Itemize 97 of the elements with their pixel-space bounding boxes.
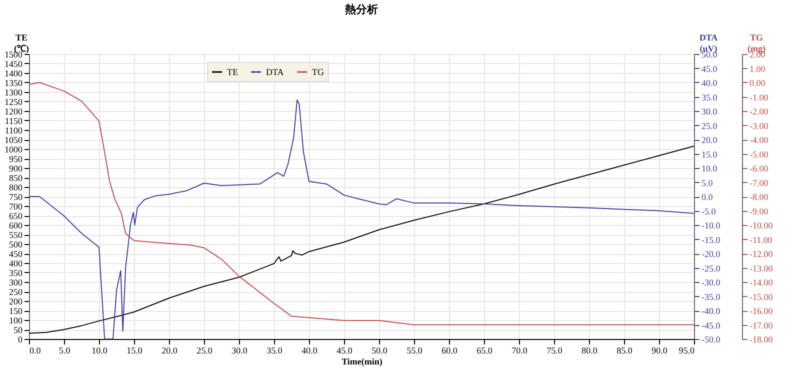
- y3-tick-label: -10.00: [750, 220, 774, 230]
- y2-tick-label: 35.0: [702, 92, 718, 102]
- y3-tick-label: -6.00: [750, 164, 769, 174]
- y-tick-label: 100: [9, 316, 23, 326]
- y2-tick-label: 30.0: [702, 106, 718, 116]
- y3-tick-label: -18.00: [750, 334, 774, 344]
- y-tick-label: 1150: [4, 116, 23, 126]
- y2-tick-label: 10.0: [702, 164, 718, 174]
- y-tick-label: 500: [9, 240, 23, 250]
- y2-tick-label: 20.0: [702, 135, 718, 145]
- y-tick-label: 1350: [4, 78, 23, 88]
- x-tick-label: 90.0: [652, 346, 668, 356]
- y2-tick-label: -5.0: [702, 206, 716, 216]
- x-tick-label: 15.0: [126, 346, 143, 356]
- y-tick-label: 400: [9, 258, 23, 268]
- x-tick-label: 5.0: [58, 346, 71, 356]
- y3-tick-label: -16.00: [750, 306, 774, 316]
- y-tick-label: 1250: [4, 97, 23, 107]
- y2-tick-label: -50.0: [702, 334, 721, 344]
- x-tick-label: 40.0: [302, 346, 318, 356]
- y2-tick-label: 5.0: [702, 178, 714, 188]
- x-tick-label: 55.0: [406, 346, 423, 356]
- x-tick-label: 20.0: [162, 346, 178, 356]
- chart-title: 熱分析: [344, 3, 378, 16]
- x-tick-label: 85.0: [616, 346, 633, 356]
- y-tick-label: 450: [9, 249, 23, 259]
- y3-tick-label: -14.00: [750, 278, 774, 288]
- y3-tick-label: -15.00: [750, 292, 774, 302]
- y2-tick-label: 15.0: [702, 149, 718, 160]
- y3-tick-label: -11.00: [750, 234, 773, 245]
- y-tick-label: 350: [9, 268, 23, 278]
- y2-tick-label: 25.0: [702, 120, 718, 131]
- y2-tick-label: 45.0: [702, 64, 718, 74]
- y-tick-label: 650: [9, 211, 23, 221]
- y3-tick-label: -3.00: [750, 120, 769, 131]
- y3-tick-label: -12.00: [750, 249, 774, 259]
- y2-tick-label: -10.0: [702, 220, 721, 230]
- y3-tick-label: -13.00: [750, 263, 774, 274]
- y-tick-label: 1050: [4, 135, 23, 145]
- y-tick-label: 300: [9, 278, 23, 288]
- y2-tick-label: -25.0: [702, 263, 721, 274]
- y3-tick-label: -1.00: [750, 92, 769, 102]
- y3-tick-label: 1.00: [750, 64, 766, 74]
- y-tick-label: 1000: [4, 144, 23, 154]
- x-tick-label: 50.0: [372, 346, 388, 356]
- y2-tick-label: -35.0: [702, 292, 721, 302]
- y3-tick-label: -8.00: [750, 192, 769, 202]
- y3-tick-label: -5.00: [750, 149, 769, 160]
- y-tick-label: 550: [9, 230, 23, 240]
- y-tick-label: 600: [9, 220, 23, 230]
- y-tick-label: 750: [9, 192, 23, 202]
- x-tick-label: 35.0: [266, 346, 283, 356]
- y2-tick-label: -30.0: [702, 278, 721, 288]
- y2-tick-label: -45.0: [702, 320, 721, 330]
- y-tick-label: 900: [9, 164, 23, 174]
- x-tick-label: 60.0: [442, 346, 458, 356]
- y-tick-label: 850: [9, 173, 23, 183]
- y2-tick-label: 0.0: [702, 192, 714, 202]
- y-tick-label: 950: [9, 154, 23, 164]
- x-tick-label: 0.0: [30, 346, 42, 356]
- y-axis-title: TE (℃): [14, 32, 29, 54]
- y3-tick-label: 0.00: [750, 78, 766, 88]
- y-tick-label: 0: [18, 334, 23, 344]
- y3-tick-label: -9.00: [750, 206, 769, 216]
- x-tick-label: 70.0: [512, 346, 528, 356]
- y3-tick-label: -17.00: [750, 320, 774, 330]
- x-tick-label: 45.0: [336, 346, 353, 356]
- y-tick-label: 1400: [4, 68, 23, 78]
- x-tick-label: 80.0: [582, 346, 598, 356]
- y2-tick-label: -40.0: [702, 306, 721, 316]
- y-tick-label: 700: [9, 202, 23, 212]
- x-tick-label: 65.0: [476, 346, 493, 356]
- y-tick-label: 200: [9, 296, 23, 306]
- y-tick-label: 250: [9, 287, 23, 297]
- y3-tick-label: -4.00: [750, 135, 769, 145]
- legend-label: DTA: [266, 67, 284, 77]
- x-tick-label: 30.0: [232, 346, 248, 356]
- y-tick-label: 1300: [4, 88, 23, 98]
- y3-tick-label: -2.00: [750, 106, 769, 116]
- x-tick-label: 10.0: [92, 346, 108, 356]
- legend-label: TG: [312, 67, 324, 77]
- y-tick-label: 1200: [4, 106, 23, 116]
- y2-tick-label: 40.0: [702, 78, 718, 88]
- y-tick-label: 1100: [4, 126, 23, 136]
- x-axis-title: Time(min): [342, 356, 382, 366]
- x-tick-label: 25.0: [196, 346, 213, 356]
- y-tick-label: 800: [9, 182, 23, 192]
- x-tick-label: 95.0: [678, 346, 695, 356]
- y-tick-label: 50: [14, 325, 23, 335]
- y2-tick-label: -15.0: [702, 234, 721, 245]
- y3-tick-label: -7.00: [750, 178, 769, 188]
- x-tick-label: 75.0: [546, 346, 563, 356]
- y2-tick-label: -20.0: [702, 249, 721, 259]
- legend-label: TE: [227, 67, 238, 77]
- y-tick-label: 1450: [4, 59, 23, 69]
- y3-axis-title: TG (mg): [748, 32, 766, 54]
- y-tick-label: 150: [9, 306, 23, 316]
